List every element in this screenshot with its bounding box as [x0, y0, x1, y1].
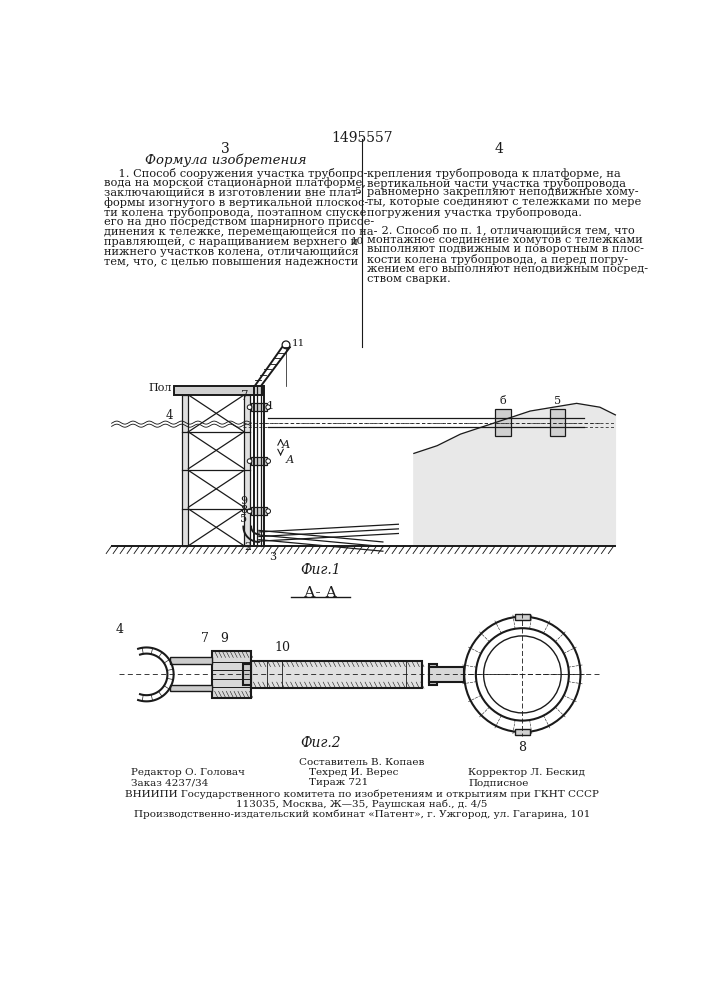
Text: равномерно закрепляют неподвижные хому-: равномерно закрепляют неподвижные хому- [368, 187, 639, 197]
Bar [243, 664, 251, 685]
Text: крепления трубопровода к платформе, на: крепления трубопровода к платформе, на [368, 168, 621, 179]
Circle shape [266, 509, 271, 513]
Text: 5: 5 [240, 514, 247, 524]
Text: нижнего участков колена, отличающийся: нижнего участков колена, отличающийся [104, 247, 358, 257]
Text: 10: 10 [274, 641, 290, 654]
Text: погружения участка трубопровода.: погружения участка трубопровода. [368, 207, 583, 218]
Text: 8: 8 [518, 741, 527, 754]
Text: А: А [282, 440, 291, 450]
Text: вертикальной части участка трубопровода: вертикальной части участка трубопровода [368, 178, 626, 189]
Text: Техред И. Верес: Техред И. Верес [309, 768, 399, 777]
Bar [182, 395, 188, 546]
Circle shape [266, 405, 271, 410]
Circle shape [247, 459, 252, 463]
Bar [495, 409, 510, 436]
Text: Составитель В. Копаев: Составитель В. Копаев [299, 758, 425, 767]
Text: 3: 3 [221, 142, 230, 156]
Text: 5: 5 [554, 396, 561, 406]
Text: Подписное: Подписное [468, 778, 529, 787]
Text: 9: 9 [220, 632, 228, 645]
Text: 4: 4 [115, 623, 124, 636]
Text: жением его выполняют неподвижным посред-: жением его выполняют неподвижным посред- [368, 264, 648, 274]
Bar [170, 657, 212, 664]
Bar [174, 386, 263, 395]
Polygon shape [414, 403, 615, 546]
Text: Редактор О. Головач: Редактор О. Головач [131, 768, 245, 777]
Text: ВНИИПИ Государственного комитета по изобретениям и открытиям при ГКНТ СССР: ВНИИПИ Государственного комитета по изоб… [125, 790, 599, 799]
Bar [170, 685, 212, 691]
Text: выполняют подвижным и поворотным в плос-: выполняют подвижным и поворотным в плос- [368, 244, 644, 254]
Text: монтажное соединение хомутов с тележками: монтажное соединение хомутов с тележками [368, 235, 643, 245]
Bar [251, 661, 421, 688]
Text: 113035, Москва, Ж—35, Раушская наб., д. 4/5: 113035, Москва, Ж—35, Раушская наб., д. … [236, 800, 488, 809]
Text: 7: 7 [241, 389, 249, 402]
Text: кости колена трубопровода, а перед погру-: кости колена трубопровода, а перед погру… [368, 254, 629, 265]
Bar [515, 729, 530, 735]
Text: 2. Способ по п. 1, отличающийся тем, что: 2. Способ по п. 1, отличающийся тем, что [368, 225, 635, 236]
Text: Формула изобретения: Формула изобретения [145, 154, 306, 167]
Text: ты, которые соединяют с тележками по мере: ты, которые соединяют с тележками по мер… [368, 197, 642, 207]
Bar [212, 651, 251, 698]
Text: б: б [500, 396, 506, 406]
Text: 4: 4 [166, 409, 173, 422]
Text: Тираж 721: Тираж 721 [309, 778, 368, 787]
Text: А- А: А- А [305, 586, 337, 600]
Text: 1: 1 [267, 401, 274, 411]
Text: Корректор Л. Бескид: Корректор Л. Бескид [468, 768, 585, 777]
Text: вода на морской стационарной платформе,: вода на морской стационарной платформе, [104, 178, 366, 188]
Text: 1495557: 1495557 [331, 131, 393, 145]
Text: 5: 5 [354, 187, 361, 196]
Text: ти колена трубопровода, поэтапном спуске: ти колена трубопровода, поэтапном спуске [104, 207, 366, 218]
Text: 9: 9 [240, 496, 247, 506]
Text: 1. Способ сооружения участка трубопро-: 1. Способ сооружения участка трубопро- [104, 168, 368, 179]
Text: Фиг.2: Фиг.2 [300, 736, 341, 750]
Text: Пол: Пол [148, 383, 172, 393]
Text: 2: 2 [245, 542, 252, 552]
Text: А: А [286, 455, 294, 465]
Bar [429, 664, 437, 685]
Bar [429, 667, 464, 682]
Text: 7: 7 [201, 632, 209, 645]
Circle shape [247, 509, 252, 513]
Bar [244, 395, 250, 546]
Text: Заказ 4237/34: Заказ 4237/34 [131, 778, 209, 787]
Text: 11: 11 [291, 339, 305, 348]
Circle shape [266, 459, 271, 463]
Bar [515, 614, 530, 620]
Bar [251, 507, 267, 515]
Text: 4: 4 [495, 142, 503, 156]
Text: тем, что, с целью повышения надежности: тем, что, с целью повышения надежности [104, 256, 358, 266]
Text: правляющей, с наращиванием верхнего и: правляющей, с наращиванием верхнего и [104, 237, 358, 247]
Text: заключающийся в изготовлении вне плат-: заключающийся в изготовлении вне плат- [104, 187, 361, 197]
Text: формы изогнутого в вертикальной плоскос-: формы изогнутого в вертикальной плоскос- [104, 197, 368, 208]
Bar [251, 457, 267, 465]
Text: 8: 8 [240, 505, 247, 515]
Text: 3: 3 [269, 552, 276, 562]
Text: его на дно посредством шарнирного присое-: его на дно посредством шарнирного присое… [104, 217, 374, 227]
Bar [251, 403, 267, 411]
Bar [549, 409, 565, 436]
Text: 10: 10 [351, 237, 364, 246]
Text: ством сварки.: ством сварки. [368, 274, 451, 284]
Circle shape [247, 405, 252, 410]
Text: динения к тележке, перемещающейся по на-: динения к тележке, перемещающейся по на- [104, 227, 378, 237]
Text: Фиг.1: Фиг.1 [300, 563, 341, 577]
Text: Производственно-издательский комбинат «Патент», г. Ужгород, ул. Гагарина, 101: Производственно-издательский комбинат «П… [134, 810, 590, 819]
